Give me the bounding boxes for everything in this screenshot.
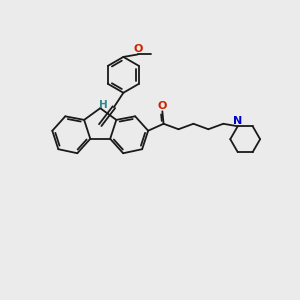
Text: O: O — [158, 101, 167, 111]
Text: O: O — [133, 44, 142, 54]
Text: H: H — [99, 100, 108, 110]
Text: N: N — [233, 116, 242, 126]
